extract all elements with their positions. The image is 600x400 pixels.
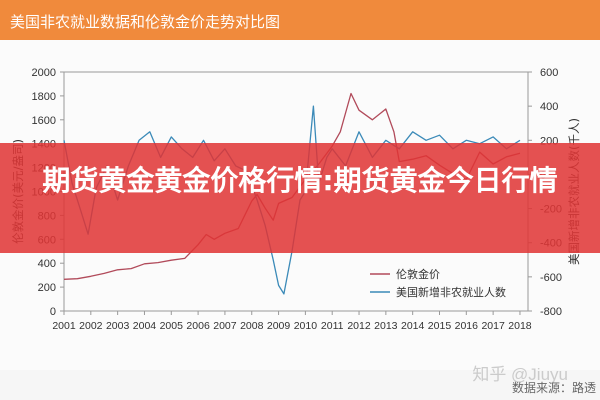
x-tick-label: 2006 xyxy=(186,320,210,332)
x-tick-label: 2002 xyxy=(79,320,103,332)
x-tick-label: 2003 xyxy=(106,320,130,332)
y-left-tick-label: 1800 xyxy=(32,91,56,103)
chart-title: 美国非农就业数据和伦敦金价走势对比图 xyxy=(10,14,281,31)
y-right-tick-label: 600 xyxy=(540,67,558,79)
x-tick-label: 2015 xyxy=(428,320,452,332)
legend-label: 伦敦金价 xyxy=(396,267,440,281)
x-tick-label: 2004 xyxy=(133,320,157,332)
x-tick-label: 2009 xyxy=(267,320,291,332)
headline-banner: 期货黄金黄金价格行情:期货黄金今日行情 xyxy=(0,143,600,253)
x-tick-label: 2010 xyxy=(294,320,318,332)
x-tick-label: 2017 xyxy=(481,320,505,332)
legend-label: 美国新增非农就业人数 xyxy=(396,285,506,299)
x-tick-label: 2012 xyxy=(347,320,371,332)
y-right-tick-label: -600 xyxy=(540,272,562,284)
y-right-tick-label: -800 xyxy=(540,306,562,318)
source-text: 数据来源：路透 xyxy=(511,381,596,395)
x-tick-label: 2011 xyxy=(321,320,344,332)
x-tick-label: 2016 xyxy=(455,320,479,332)
footer-bar xyxy=(0,370,600,400)
x-tick-label: 2001 xyxy=(52,320,76,332)
y-left-tick-label: 0 xyxy=(50,306,56,318)
y-left-tick-label: 200 xyxy=(38,282,56,294)
x-tick-label: 2008 xyxy=(240,320,264,332)
x-tick-label: 2014 xyxy=(401,320,425,332)
headline-text: 期货黄金黄金价格行情:期货黄金今日行情 xyxy=(42,164,558,197)
x-tick-label: 2013 xyxy=(374,320,398,332)
y-left-tick-label: 1600 xyxy=(32,115,56,127)
y-left-tick-label: 2000 xyxy=(32,67,56,79)
watermark-text: 知乎 @Jiuyu xyxy=(472,365,568,384)
header-bar: 美国非农就业数据和伦敦金价走势对比图 xyxy=(0,0,600,40)
y-left-tick-label: 400 xyxy=(38,258,56,270)
y-right-tick-label: 400 xyxy=(540,101,558,113)
x-tick-label: 2007 xyxy=(213,320,237,332)
x-tick-label: 2018 xyxy=(508,320,532,332)
x-tick-label: 2005 xyxy=(160,320,184,332)
